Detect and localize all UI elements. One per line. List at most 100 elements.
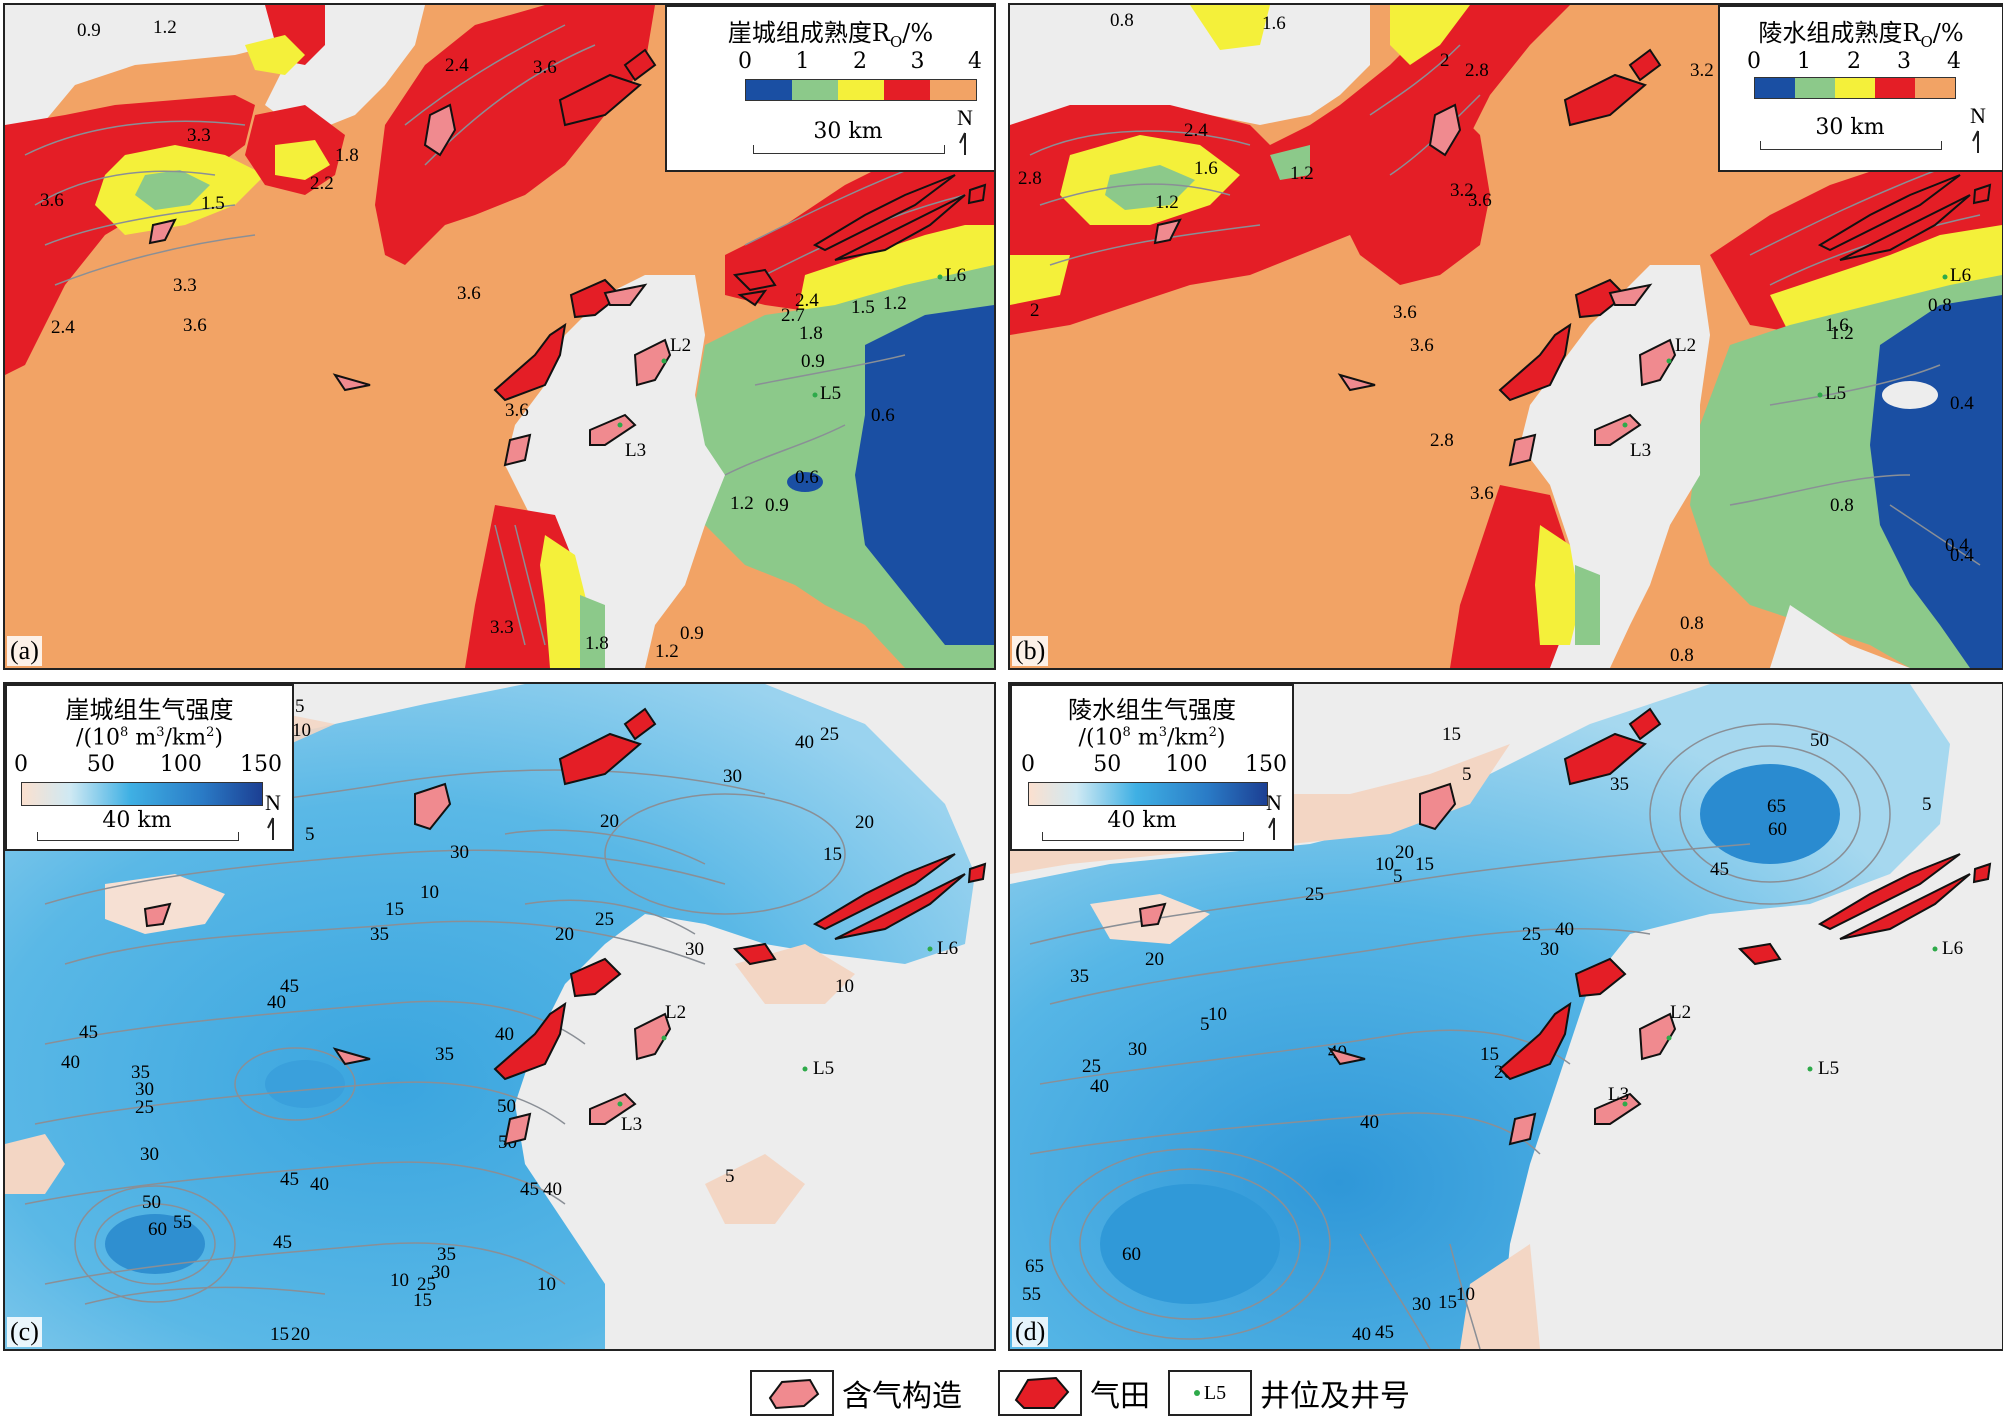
legend-label-well: 井位及井号	[1260, 1379, 1410, 1414]
contour-label: 10	[1208, 1004, 1227, 1025]
contour-label: 30	[723, 766, 742, 787]
contour-label: 2	[1030, 300, 1040, 321]
contour-label: 3.3	[187, 125, 211, 146]
contour-label: 30	[140, 1144, 159, 1165]
contour-label: 0.9	[680, 623, 704, 644]
contour-label: 0.9	[765, 495, 789, 516]
contour-label: 35	[131, 1062, 150, 1083]
contour-label: 5	[295, 696, 305, 717]
contour-label: 2.7	[781, 305, 805, 326]
contour-label: 20	[1145, 949, 1164, 970]
contour-label: 25	[1082, 1056, 1101, 1077]
contour-label: 25	[1305, 884, 1324, 905]
contour-label: 45	[280, 976, 299, 997]
contour-label: 2.4	[51, 317, 75, 338]
contour-label: 25	[417, 1274, 436, 1295]
contour-label: 1.6	[1262, 13, 1286, 34]
well-label-L3: L3	[1630, 440, 1652, 461]
contour-label: 45	[1710, 859, 1729, 880]
contour-label: 5	[1393, 866, 1403, 887]
colorbar-d	[1028, 782, 1268, 806]
north-arrow-b: N	[1970, 103, 1986, 155]
contour-label: 40	[1090, 1076, 1109, 1097]
contour-label: 2.8	[1465, 60, 1489, 81]
contour-label: 65	[1767, 796, 1786, 817]
contour-label: 40	[310, 1174, 329, 1195]
contour-label: 55	[173, 1212, 192, 1233]
well-label-L2: L2	[670, 335, 692, 356]
contour-label: 5	[1462, 764, 1472, 785]
contour-label: 1.8	[799, 323, 823, 344]
contour-label: 25	[820, 724, 839, 745]
contour-label: 35	[370, 924, 389, 945]
contour-label: 40	[267, 992, 286, 1013]
gas-features-b	[1153, 48, 1992, 467]
contour-label: 15	[385, 899, 404, 920]
contour-label: 40	[1360, 1112, 1379, 1133]
well-label-L3: L3	[625, 440, 647, 461]
contour-label: 0.9	[77, 20, 101, 41]
contour-label: 15	[1442, 724, 1461, 745]
contour-label: 40	[543, 1179, 562, 1200]
well-label-L5: L5	[820, 383, 842, 404]
legend-label-gas-field: 气田	[1090, 1379, 1150, 1414]
well-label-L2: L2	[665, 1002, 687, 1023]
scale-label-b: 30 km	[1815, 115, 1885, 140]
contour-label: 25	[135, 1097, 154, 1118]
contour-label: 35	[435, 1044, 454, 1065]
contour-label: 3.3	[173, 275, 197, 296]
contour-label: 40	[795, 732, 814, 753]
contour-label: 3.2	[1690, 60, 1714, 81]
contour-label: 1.6	[1194, 158, 1218, 179]
contour-label: 10	[1375, 854, 1394, 875]
contour-label: 45	[520, 1179, 539, 1200]
contour-label: 3.6	[183, 315, 207, 336]
panel-c-yacheng-gas-intensity: 5 10 5 30 20 40 25 30 20 15 10 15 35 45 …	[3, 682, 996, 1351]
contour-label: 1.2	[730, 493, 754, 514]
contour-label: 20	[600, 811, 619, 832]
contour-label: 30	[1128, 1039, 1147, 1060]
contour-label: 2	[1440, 50, 1450, 71]
contour-label: 35	[1610, 774, 1629, 795]
contour-label: 2.8	[1018, 168, 1042, 189]
panel-b-lingshui-maturity: 0.8 1.6 2 2.8 3.2 2.4 1.6 1.2 1.2 2.8 3.…	[1008, 3, 2003, 670]
contour-label: 1.8	[335, 145, 359, 166]
well-label-L3: L3	[1608, 1084, 1630, 1105]
contour-label: 2.4	[795, 290, 819, 311]
panel-label-d: (d)	[1012, 1317, 1049, 1347]
legend-unit-c: /(108 m3/km2)	[76, 725, 223, 751]
contour-label: 50	[497, 1096, 516, 1117]
contour-label: 0.6	[795, 467, 819, 488]
contour-label: 3.2	[1450, 180, 1474, 201]
contour-label: 0.8	[1928, 295, 1952, 316]
contour-label: 30	[135, 1079, 154, 1100]
contour-label: 1.2	[883, 293, 907, 314]
contour-label: 3.6	[40, 190, 64, 211]
well-label-L6: L6	[937, 938, 959, 959]
contour-label: 60	[148, 1219, 167, 1240]
contour-label: 30	[1540, 939, 1559, 960]
legend-box-d: 陵水组生气强度 /(108 m3/km2) 0 50 100 150 40 km…	[1010, 684, 1294, 851]
contour-label: 15	[1438, 1292, 1457, 1313]
panel-label-c: (c)	[7, 1317, 42, 1347]
map-legend: 含气构造 气田 L5 井位及井号	[0, 1356, 2003, 1426]
panel-label-a: (a)	[7, 636, 42, 666]
legend-box-b: 陵水组成熟度RO/% 0 1 2 3 4 30 km N	[1718, 5, 2002, 172]
contour-label: 55	[1022, 1284, 1041, 1305]
contour-label: 3.6	[457, 283, 481, 304]
contour-label: 50	[1810, 730, 1829, 751]
contour-label: 10	[420, 882, 439, 903]
contour-label: 45	[1375, 1322, 1394, 1343]
well-label-L6: L6	[945, 265, 967, 286]
contour-label: 1.5	[201, 193, 225, 214]
contour-label: 2.4	[1184, 120, 1208, 141]
scale-bar-b	[1760, 141, 1942, 150]
scale-label-a: 30 km	[813, 119, 883, 144]
well-label-L5: L5	[1825, 383, 1847, 404]
contour-label: 15	[823, 844, 842, 865]
contour-label: 5	[1922, 794, 1932, 815]
contour-label: 5	[1200, 1014, 1210, 1035]
contour-label: 60	[1122, 1244, 1141, 1265]
colorbar-c	[21, 782, 263, 806]
contour-label: 3.3	[490, 617, 514, 638]
